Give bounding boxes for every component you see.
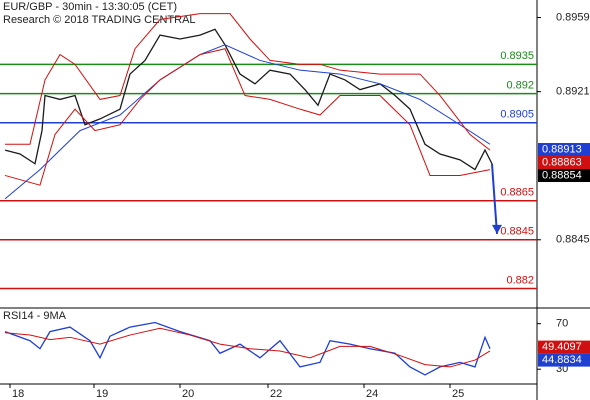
- y-tick-label: 70: [556, 318, 568, 330]
- x-tick-label: 19: [96, 388, 108, 400]
- price-tag-label: 0.88854: [542, 169, 582, 181]
- chart-title: EUR/GBP - 30min - 13:30:05 (CET): [3, 1, 177, 13]
- price-tag: [538, 340, 590, 354]
- level-label: 0.8905: [500, 109, 534, 121]
- price-tag-label: 0.88863: [542, 156, 582, 168]
- chart-subtitle: Research © 2018 TRADING CENTRAL: [3, 14, 196, 26]
- y-tick-label: 0.8959: [556, 11, 590, 23]
- level-label: 0.8935: [500, 50, 534, 62]
- level-label: 0.8845: [500, 226, 534, 238]
- price-tag-label: 49.4097: [542, 341, 582, 353]
- rsi-title: RSI14 - 9MA: [3, 310, 67, 322]
- level-label: 0.892: [506, 79, 534, 91]
- x-tick-label: 22: [270, 388, 282, 400]
- series-line: [491, 163, 498, 234]
- x-tick-label: 18: [12, 388, 24, 400]
- series-line: [4, 327, 491, 368]
- y-tick-label: 0.8845: [556, 234, 590, 246]
- price-tag: [538, 156, 590, 170]
- price-tag: [538, 143, 590, 157]
- y-tick-label: 0.8921: [556, 86, 590, 98]
- x-tick-label: 20: [182, 388, 194, 400]
- series-line: [5, 13, 491, 151]
- series-line: [4, 321, 491, 376]
- price-tag: [538, 353, 590, 367]
- plot-bg: [0, 0, 537, 400]
- level-label: 0.882: [506, 274, 534, 286]
- series-line: [4, 28, 493, 171]
- x-tick-label: 25: [452, 388, 464, 400]
- level-label: 0.8865: [500, 187, 534, 199]
- price-tag: [538, 169, 590, 183]
- price-tag-label: 0.88913: [542, 143, 582, 155]
- price-tag-label: 44.8834: [542, 354, 582, 366]
- projection-arrowhead: [492, 224, 502, 234]
- series-line: [4, 44, 491, 200]
- series-line: [4, 48, 491, 186]
- x-tick-label: 24: [366, 388, 378, 400]
